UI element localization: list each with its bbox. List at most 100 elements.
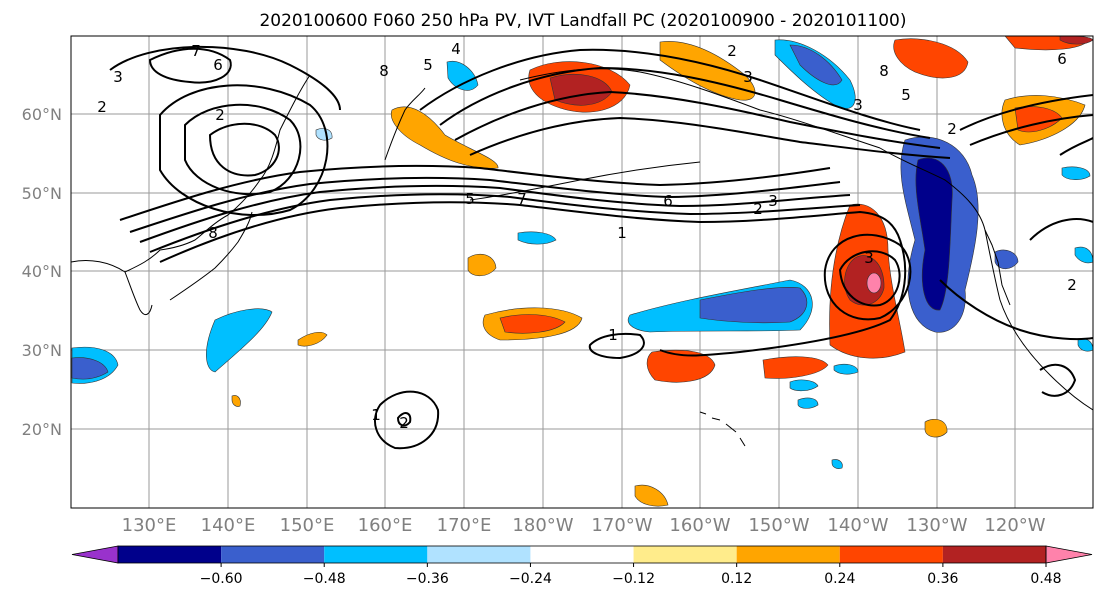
colorbar-segment (118, 546, 222, 563)
contour-label: 7 (517, 190, 527, 208)
contour-low-4 (148, 47, 232, 84)
positive-anomaly-small-4 (634, 484, 669, 507)
negative-anomaly-japan (206, 308, 273, 373)
negative-anomaly-coast-core (915, 157, 953, 311)
contour-low-3 (159, 84, 329, 217)
lon-label: 140°E (201, 515, 256, 536)
contour-ridge-4 (469, 116, 951, 159)
lon-label: 180°W (512, 515, 573, 536)
contour-label: 1 (371, 406, 381, 424)
contour-ridge-2 (439, 66, 931, 139)
negative-anomaly-small-5 (797, 397, 819, 409)
contour-label: 5 (465, 190, 475, 208)
colorbar-tick-label: −0.60 (200, 571, 243, 587)
positive-anomaly-central-pacific-core (499, 314, 566, 334)
coast-california (984, 229, 1011, 306)
contour-label: 2 (1067, 276, 1077, 294)
contour-subtropical-1 (374, 390, 440, 450)
coast-korea (124, 271, 153, 316)
contour-label: 8 (379, 62, 389, 80)
lat-label: 50°N (22, 184, 62, 203)
negative-anomaly-small-2 (1061, 166, 1091, 180)
positive-anomaly-canada (893, 38, 969, 79)
pv-contours (109, 45, 1093, 450)
contour-cutoff-1 (838, 250, 901, 307)
longitude-labels: 130°E 140°E 150°E 160°E 170°E 180°W 170°… (122, 515, 1046, 536)
lon-label: 150°E (280, 515, 335, 536)
lon-label: 170°E (437, 515, 492, 536)
coast-asia (71, 74, 311, 273)
contour-jet-5 (119, 164, 831, 221)
contour-jet-2 (149, 193, 861, 253)
colorbar-tick-label: 0.48 (1030, 571, 1061, 587)
contour-east-6 (1059, 137, 1093, 156)
negative-anomaly-small-3 (994, 249, 1019, 270)
contour-label: 3 (113, 68, 123, 86)
latitude-labels: 60°N 50°N 40°N 30°N 20°N (22, 105, 62, 439)
lat-label: 30°N (22, 341, 62, 360)
lat-label: 20°N (22, 420, 62, 439)
lon-label: 160°E (358, 515, 413, 536)
colorbar-tick-label: 0.36 (927, 571, 958, 587)
negative-anomaly-alaska-core (789, 44, 843, 86)
contour-label: 7 (191, 42, 201, 60)
contour-trough (659, 239, 907, 357)
contour-jet-1 (159, 201, 901, 263)
negative-anomaly-small-11 (831, 459, 843, 469)
colorbar-segment (324, 546, 428, 563)
negative-anomaly-small-6 (833, 363, 859, 375)
contour-low-2 (184, 103, 302, 196)
colorbar-tick-label: 0.24 (824, 571, 855, 587)
lon-label: 130°E (122, 515, 177, 536)
contour-label: 2 (399, 414, 409, 432)
colorbar-segment (633, 546, 737, 563)
contour-label: 5 (901, 86, 911, 104)
contour-label: 2 (753, 200, 763, 218)
colorbar-tick-label: −0.24 (509, 571, 552, 587)
contour-label: 1 (617, 224, 627, 242)
positive-anomaly-east (762, 356, 829, 379)
contour-low-1 (208, 122, 280, 177)
negative-anomaly-small-4 (789, 379, 819, 392)
positive-anomaly-small-2 (297, 331, 328, 347)
positive-anomaly-small-1 (467, 253, 497, 277)
colorbar-segment (221, 546, 325, 563)
contour-east-2 (1029, 218, 1093, 241)
colorbar-segment (736, 546, 840, 563)
contour-label: 6 (1057, 50, 1067, 68)
negative-anomaly-west-core (71, 357, 109, 380)
negative-anomaly-small-1 (517, 231, 557, 245)
lat-label: 60°N (22, 105, 62, 124)
positive-anomaly-small-3 (924, 419, 948, 438)
contour-label: 8 (879, 62, 889, 80)
coast-japan (169, 211, 253, 301)
colorbar-tick-label: −0.48 (303, 571, 346, 587)
contour-east-5 (969, 114, 1093, 146)
contour-subtropical-2 (396, 412, 412, 427)
lon-label: 170°W (591, 515, 652, 536)
contour-label: 6 (213, 56, 223, 74)
contour-label: 5 (423, 56, 433, 74)
contour-label: 2 (947, 120, 957, 138)
contour-east-1 (939, 279, 1093, 341)
contour-label: 2 (727, 42, 737, 60)
contour-east-3 (1039, 363, 1077, 397)
contour-label: 2 (97, 98, 107, 116)
contour-label: 3 (853, 96, 863, 114)
contour-cutoff-2 (823, 233, 912, 321)
negative-anomaly-band-core (699, 287, 808, 324)
contour-label: 3 (864, 249, 874, 267)
contour-label: 8 (208, 224, 218, 242)
colorbar-segment (427, 546, 531, 563)
contour-label: 2 (215, 106, 225, 124)
lon-label: 150°W (748, 515, 809, 536)
colorbar-extend-left (71, 545, 119, 564)
contour-southwest (588, 332, 645, 360)
contour-label: 3 (743, 68, 753, 86)
colorbar-tick-label: −0.36 (406, 571, 449, 587)
negative-anomaly-small-9 (315, 128, 333, 141)
contour-label: 4 (451, 40, 461, 58)
contour-label-group: 7 6 3 2 2 8 5 4 2 3 8 3 5 2 6 8 6 5 7 1 … (97, 40, 1077, 432)
contour-ridge-1 (419, 48, 921, 131)
